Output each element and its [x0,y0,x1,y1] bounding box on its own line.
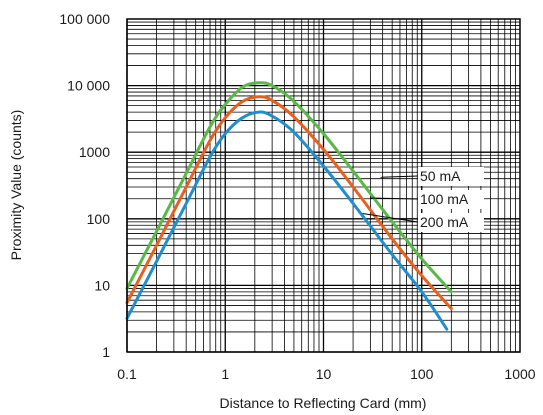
legend-label-background [418,167,484,186]
x-tick-label: 1000 [504,366,535,382]
y-axis-title: Proximity Value (counts) [8,110,24,261]
legend-label-background [418,190,484,209]
x-tick-label: 10 [316,366,332,382]
y-tick-label: 1 [102,344,110,360]
x-tick-label: 0.1 [117,366,137,382]
x-tick-label: 100 [410,366,434,382]
legend-label-100-ma: 100 mA [420,191,469,207]
y-tick-label: 100 000 [59,11,110,27]
y-tick-label: 100 [87,211,111,227]
legend-leader-line [380,175,419,178]
y-tick-label: 1000 [79,144,110,160]
legend-leader-line [362,213,419,223]
legend-label-200-ma: 200 mA [420,214,469,230]
legend-leader-line [370,197,419,200]
grid [126,19,520,353]
plot-frame [126,18,521,353]
series-lines [125,81,453,331]
y-tick-label: 10 [94,277,110,293]
y-tick-label: 10 000 [67,78,110,94]
x-tick-labels: 0.1 1 10 100 1000 [117,366,536,382]
legend: 50 mA 100 mA 200 mA [362,167,484,232]
series-line-200-ma [125,110,449,331]
legend-label-50-ma: 50 mA [420,168,461,184]
series-line-100-ma [125,81,453,294]
x-axis-title: Distance to Reflecting Card (mm) [220,395,427,411]
y-tick-labels: 1 10 100 1000 10 000 100 000 [59,11,110,360]
x-tick-label: 1 [221,366,229,382]
legend-label-background [418,213,484,232]
series-line-50-ma [125,95,453,310]
